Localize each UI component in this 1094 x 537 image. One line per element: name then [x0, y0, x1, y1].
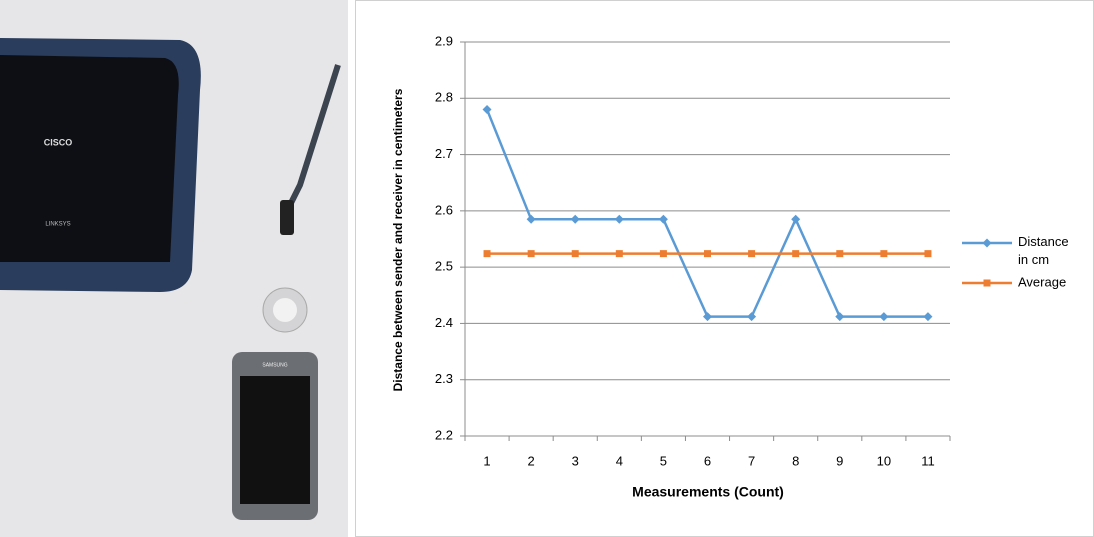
data-point	[703, 312, 712, 322]
data-point	[526, 214, 536, 224]
router-brand: CISCO	[44, 137, 73, 147]
y-tick-label: 2.6	[435, 202, 453, 217]
x-tick-label: 6	[704, 453, 711, 468]
y-tick-label: 2.4	[435, 315, 453, 330]
x-tick-label: 9	[836, 453, 843, 468]
x-tick-label: 1	[483, 453, 490, 468]
legend-label: Distance in cm	[1018, 234, 1072, 267]
data-point	[571, 250, 579, 258]
data-point	[614, 214, 624, 224]
data-point	[924, 250, 932, 258]
phone-screen	[240, 376, 310, 504]
data-point	[483, 250, 491, 258]
legend-label: Average	[1018, 274, 1066, 289]
y-tick-label: 2.5	[435, 259, 453, 274]
data-point	[792, 250, 800, 258]
phone-brand: SAMSUNG	[262, 362, 287, 368]
data-point	[659, 250, 667, 258]
y-tick-label: 2.9	[435, 33, 453, 48]
legend-label-line: in cm	[1018, 252, 1049, 267]
data-point	[836, 250, 844, 258]
data-point	[747, 312, 757, 322]
data-point	[748, 250, 756, 258]
key-fob-center	[273, 298, 297, 322]
x-tick-label: 11	[921, 453, 935, 468]
data-point	[879, 312, 889, 322]
chart-frame	[355, 0, 1094, 537]
x-axis-label: Measurements (Count)	[632, 484, 784, 500]
router-model: LINKSYS	[45, 222, 70, 228]
y-tick-label: 2.3	[435, 371, 453, 386]
x-tick-label: 7	[748, 453, 755, 468]
data-point	[923, 312, 933, 322]
data-point	[704, 250, 711, 258]
y-tick-label: 2.8	[435, 90, 453, 105]
data-point	[482, 105, 492, 115]
lanyard	[287, 64, 341, 207]
lanyard-clip	[280, 200, 294, 235]
data-point	[835, 312, 845, 322]
x-tick-label: 8	[792, 453, 799, 468]
x-tick-label: 3	[572, 453, 579, 468]
x-tick-label: 2	[528, 453, 535, 468]
y-tick-label: 2.2	[435, 427, 453, 442]
x-tick-label: 10	[877, 453, 891, 468]
data-point	[527, 250, 535, 258]
photo: CISCO LINKSYS SAMSUNG	[0, 0, 348, 537]
legend-marker	[982, 238, 992, 248]
data-point	[880, 250, 888, 258]
legend-label-line: Distance	[1018, 234, 1072, 249]
y-axis-label: Distance between sender and receiver in …	[391, 88, 405, 391]
data-point	[615, 250, 623, 258]
router-face	[0, 55, 179, 262]
legend-marker	[983, 279, 991, 287]
data-point	[791, 214, 801, 224]
x-tick-label: 4	[616, 453, 623, 468]
data-point	[658, 214, 668, 224]
y-tick-label: 2.7	[435, 146, 453, 161]
x-tick-label: 5	[660, 453, 667, 468]
data-point	[570, 214, 580, 224]
